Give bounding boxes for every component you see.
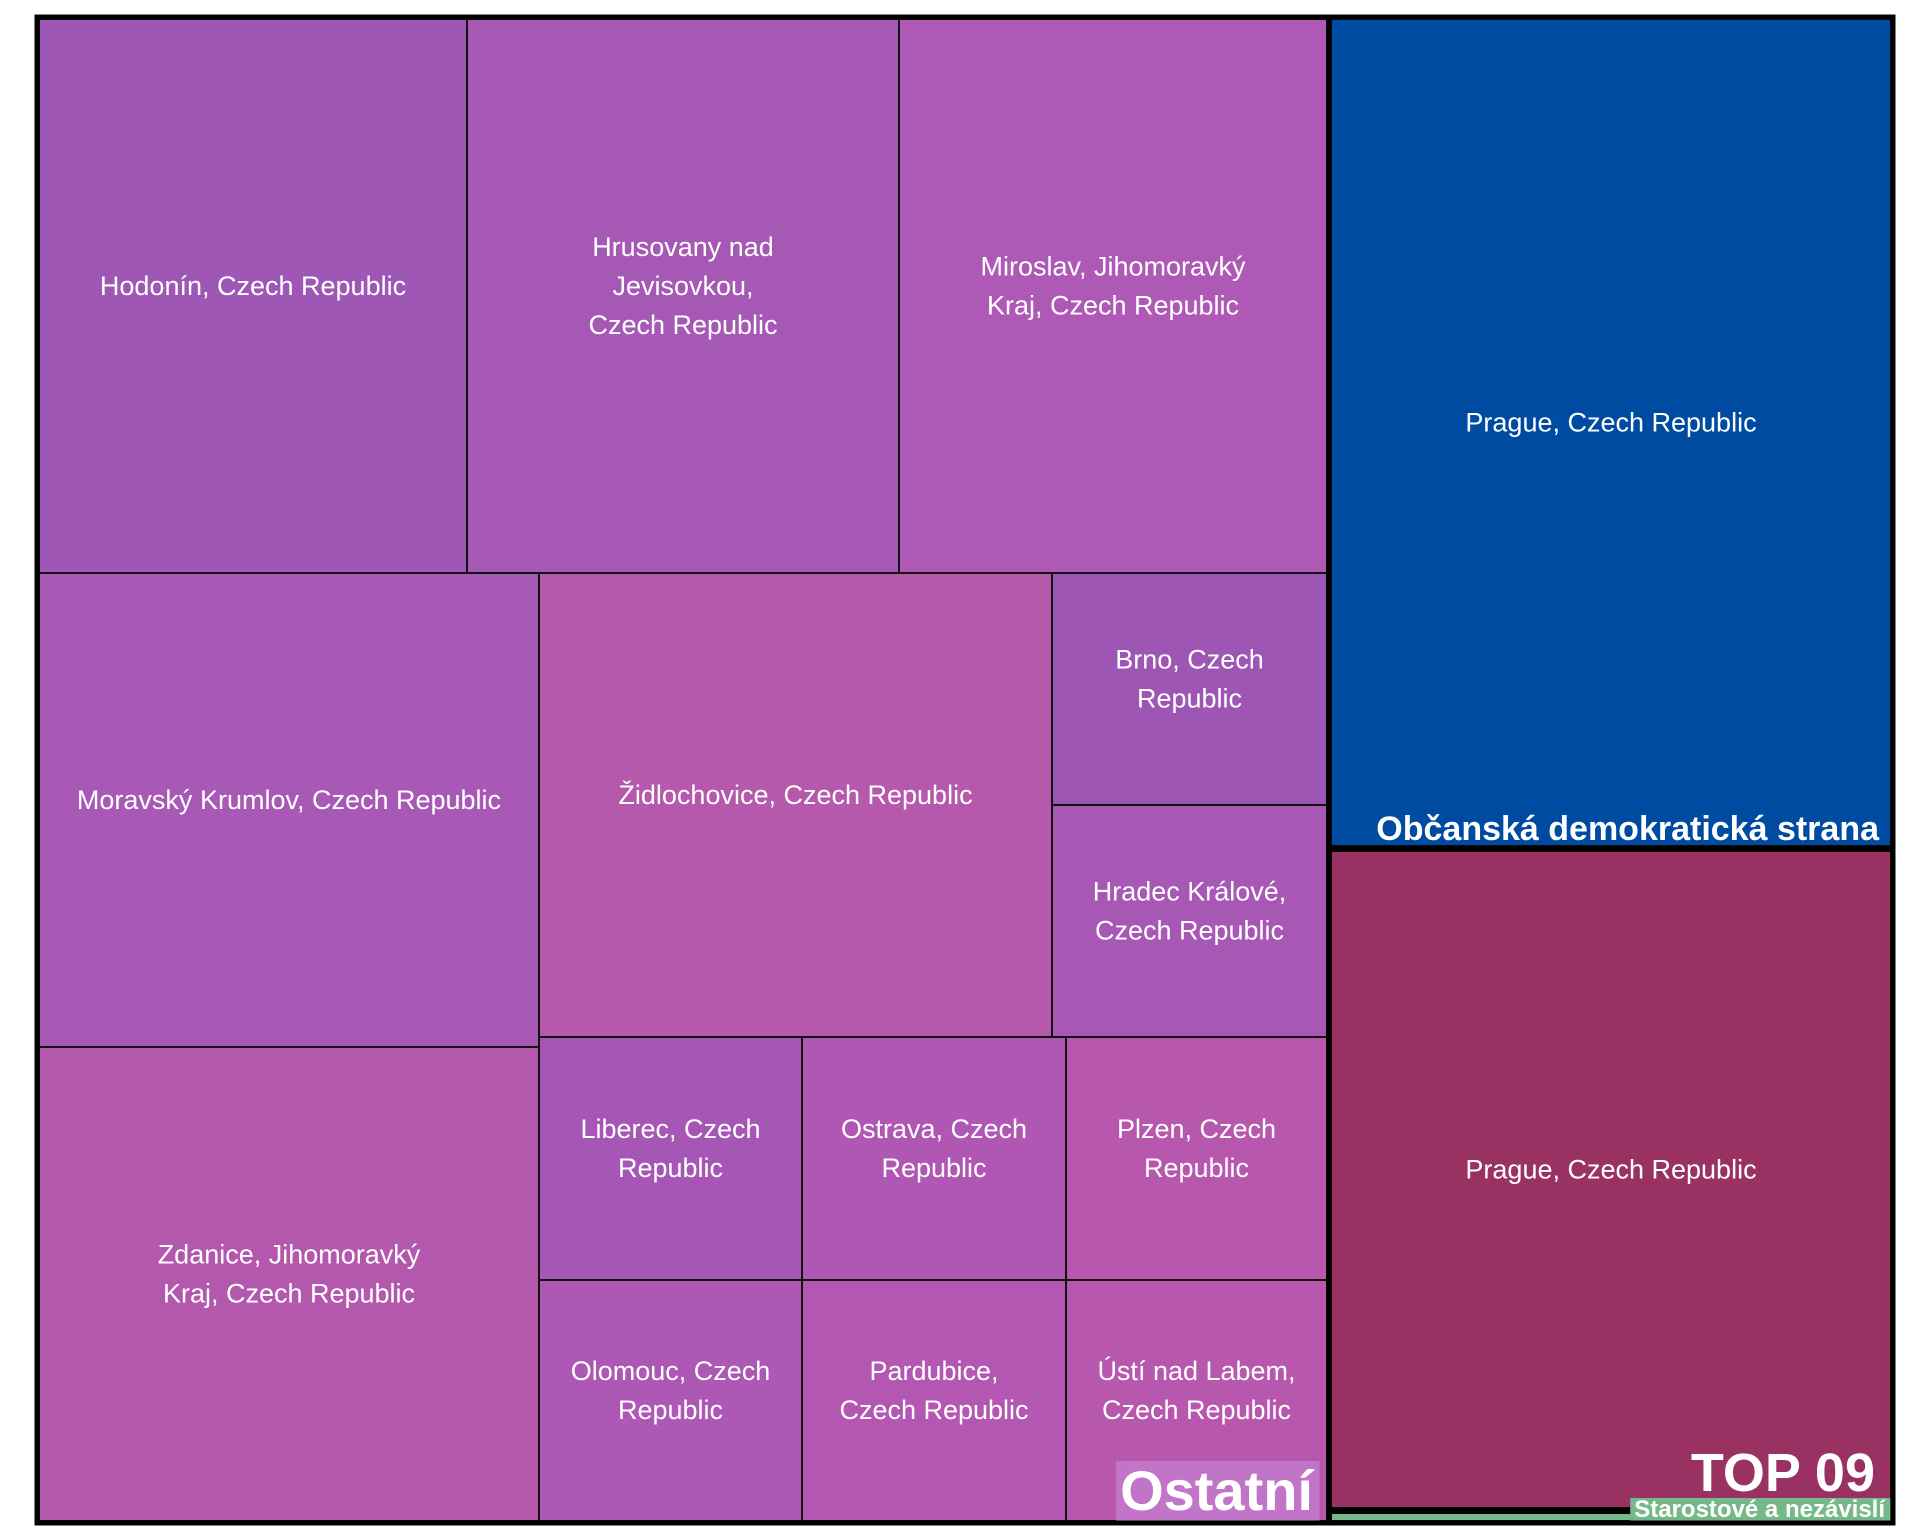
cell-label: Republic bbox=[881, 1153, 986, 1183]
group-label: Občanská demokratická strana bbox=[1376, 810, 1880, 848]
group-label-background bbox=[1630, 1498, 1891, 1523]
treemap-cell[interactable] bbox=[538, 1036, 803, 1281]
cell-label: Czech Republic bbox=[1102, 1395, 1291, 1425]
cell-label: Czech Republic bbox=[1095, 916, 1284, 946]
cell-label: Liberec, Czech bbox=[580, 1114, 760, 1144]
cell-label: Zdanice, Jihomoravký bbox=[158, 1240, 421, 1270]
cell-label: Prague, Czech Republic bbox=[1465, 408, 1756, 438]
cell-label: Prague, Czech Republic bbox=[1465, 1155, 1756, 1185]
cell-label: Brno, Czech bbox=[1115, 645, 1264, 675]
cell-label: Republic bbox=[1144, 1153, 1249, 1183]
cell-label: Czech Republic bbox=[588, 310, 777, 340]
cell-label: Miroslav, Jihomoravký bbox=[980, 252, 1246, 282]
treemap-cell[interactable] bbox=[38, 1046, 540, 1522]
chart-frame bbox=[34, 14, 1896, 1526]
cell-label: Pardubice, bbox=[869, 1356, 998, 1386]
cell-label: Hodonín, Czech Republic bbox=[100, 271, 406, 301]
treemap-cell[interactable] bbox=[801, 1036, 1067, 1281]
cell-label: Hradec Králové, bbox=[1093, 877, 1287, 907]
cell-label: Kraj, Czech Republic bbox=[987, 291, 1239, 321]
group-label-background bbox=[1116, 1461, 1320, 1522]
cell-label: Hrusovany nad bbox=[592, 232, 774, 262]
cell-label: Czech Republic bbox=[839, 1395, 1028, 1425]
group-label: TOP 09 bbox=[1691, 1443, 1875, 1503]
treemap-cell[interactable] bbox=[38, 572, 540, 1048]
cell-label: Republic bbox=[618, 1153, 723, 1183]
cell-label: Republic bbox=[1137, 684, 1242, 714]
treemap-cell[interactable] bbox=[538, 1279, 803, 1522]
group-label: Ostatní bbox=[1120, 1459, 1315, 1522]
group-label: Starostové a nezávislí bbox=[1634, 1496, 1886, 1523]
cell-label: Olomouc, Czech bbox=[571, 1356, 771, 1386]
cell-label: Moravský Krumlov, Czech Republic bbox=[77, 785, 501, 815]
cell-label: Kraj, Czech Republic bbox=[163, 1279, 415, 1309]
group-obcanska-demokraticka-strana: Prague, Czech Republic bbox=[1326, 14, 1896, 851]
cell-label: Ústí nad Labem, bbox=[1097, 1355, 1295, 1386]
cell-label: Ostrava, Czech bbox=[841, 1114, 1027, 1144]
cell-label: Republic bbox=[618, 1395, 723, 1425]
cell-label: Jevisovkou, bbox=[612, 271, 753, 301]
cell-label: Plzen, Czech bbox=[1117, 1114, 1276, 1144]
treemap-cell[interactable] bbox=[38, 18, 468, 574]
treemap-cell[interactable] bbox=[1330, 18, 1892, 847]
treemap-cell[interactable] bbox=[1051, 804, 1328, 1038]
group-ostatni: Hodonín, Czech Republic Hrusovany nad Jevi… bbox=[34, 14, 1332, 1526]
group-top-09: Prague, Czech Republic bbox=[1326, 846, 1896, 1513]
treemap-cell[interactable] bbox=[801, 1279, 1067, 1522]
cell-label: Židlochovice, Czech Republic bbox=[618, 779, 972, 810]
treemap-cell[interactable] bbox=[898, 18, 1328, 574]
